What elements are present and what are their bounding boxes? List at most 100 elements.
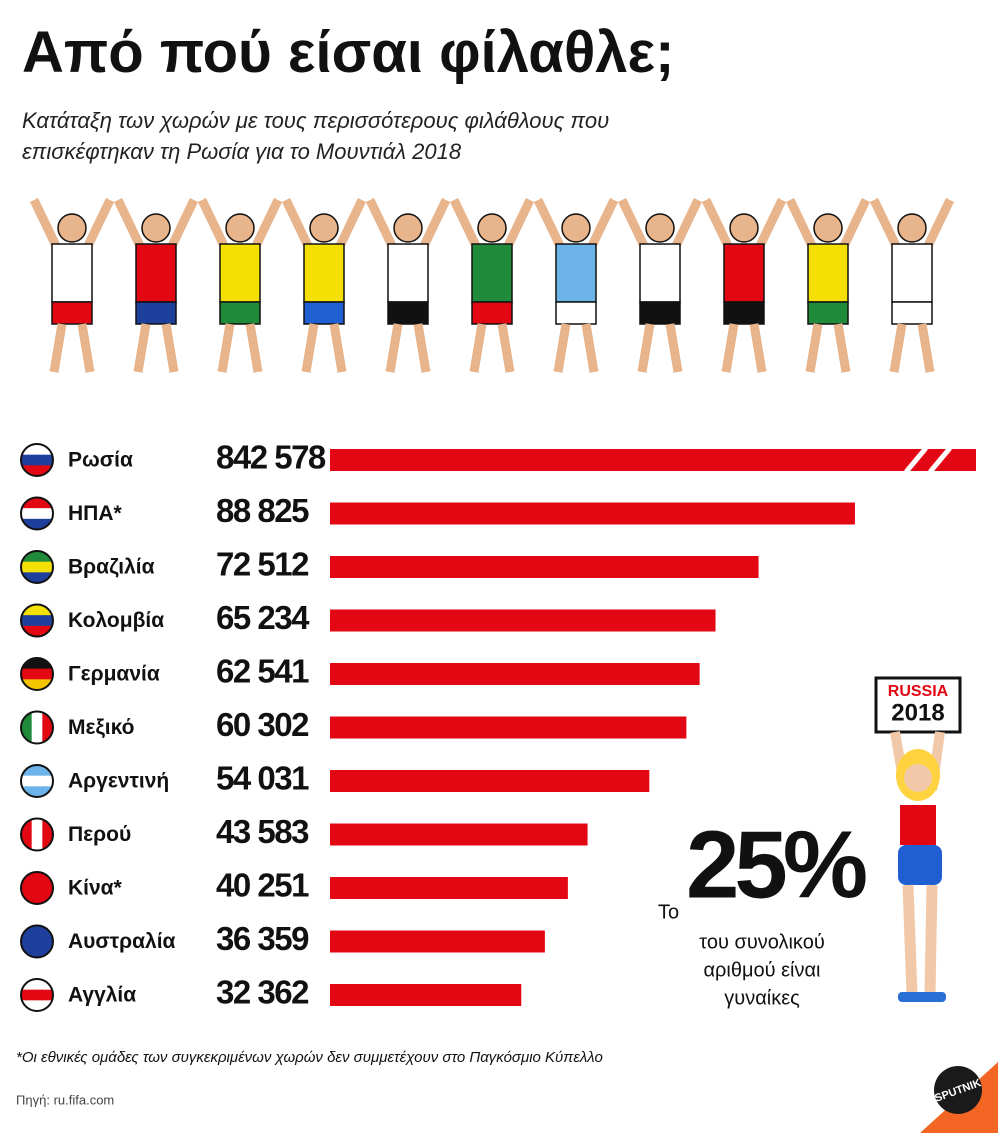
flag-border — [20, 978, 54, 1012]
bars: Ρωσία 842 578 ΗΠΑ* 88 825 Βραζιλία 72 512 Κολο… — [20, 439, 976, 1012]
head — [477, 213, 507, 243]
sign-text: RUSSIA — [888, 683, 949, 700]
flag-stripe — [21, 668, 53, 680]
arm — [249, 198, 283, 252]
bar — [330, 663, 700, 685]
leg — [161, 323, 179, 373]
leg — [665, 323, 683, 373]
shirt — [219, 243, 261, 303]
flag-stripe — [21, 625, 53, 637]
arm — [585, 198, 619, 252]
shirt — [891, 243, 933, 303]
arm — [165, 198, 199, 252]
arm — [501, 198, 535, 252]
flag-stripe — [21, 497, 53, 509]
leg — [385, 323, 403, 373]
arm — [753, 198, 787, 252]
leg — [917, 323, 935, 373]
flag-stripe — [42, 818, 53, 851]
flag-stripe — [31, 711, 43, 744]
value-label: 54 031 — [216, 760, 309, 797]
bar — [330, 449, 976, 471]
head — [561, 213, 591, 243]
arm — [617, 198, 651, 252]
flag-stripe — [21, 893, 53, 904]
flag-stripe — [21, 658, 53, 670]
flag-stripe — [42, 711, 53, 744]
shirt — [723, 243, 765, 303]
value-label: 88 825 — [216, 492, 309, 529]
flag-stripe — [21, 444, 53, 456]
value-label: 36 359 — [216, 920, 309, 957]
bar — [330, 823, 588, 846]
chart-title: Από πού είσαι φίλαθλε; — [22, 20, 674, 85]
shirt — [51, 243, 93, 303]
flag — [20, 764, 54, 798]
head — [813, 213, 843, 243]
category-label: Γερμανία — [68, 663, 160, 686]
category-label: Κίνα* — [68, 877, 123, 900]
bar — [330, 502, 855, 525]
flag-border — [20, 924, 54, 959]
leg — [889, 323, 907, 373]
value-label: 60 302 — [216, 706, 309, 743]
category-label: Αγγλία — [68, 984, 136, 1007]
flag-border — [20, 710, 54, 745]
arm — [81, 198, 115, 252]
source: Πηγή: ru.fifa.com — [16, 1092, 114, 1107]
flag-stripe — [21, 711, 33, 744]
flag-stripe — [21, 518, 53, 530]
flag — [20, 978, 54, 1012]
axis-break — [904, 446, 928, 474]
value-label: 62 541 — [216, 653, 309, 690]
flag-stripe — [21, 572, 53, 583]
arm — [449, 198, 483, 252]
arm — [785, 198, 819, 252]
arm — [113, 198, 147, 252]
flag-stripe — [21, 979, 53, 991]
leg — [833, 323, 851, 373]
bar — [330, 770, 650, 792]
head — [729, 213, 759, 243]
flag-border — [20, 496, 54, 531]
head — [393, 213, 423, 243]
leg — [581, 323, 599, 373]
leg — [637, 323, 655, 373]
flag-stripe — [21, 765, 53, 777]
arm — [837, 198, 871, 252]
shorts — [471, 301, 513, 325]
shirt — [135, 243, 177, 303]
value-label: 32 362 — [216, 974, 309, 1011]
leg — [469, 323, 487, 373]
arm — [417, 198, 451, 252]
bar — [330, 877, 568, 899]
flag — [20, 550, 54, 584]
arm — [281, 198, 315, 252]
subtitle: επισκέφτηκαν τη Ρωσία για το Μουντιάλ 20… — [22, 139, 462, 164]
shirt — [555, 243, 597, 303]
value-label: 43 583 — [216, 813, 309, 850]
subtitle: Κατάταξη των χωρών με τους περισσότερους… — [22, 108, 609, 133]
axis-break — [928, 446, 952, 474]
value-label: 842 578 — [216, 439, 326, 476]
callout-text: γυναίκες — [724, 987, 800, 1009]
head — [897, 213, 927, 243]
category-label: Περού — [68, 823, 131, 846]
category-label: Μεξικό — [68, 716, 135, 739]
leg — [497, 323, 515, 373]
leg — [805, 323, 823, 373]
arm — [197, 198, 231, 252]
arm — [533, 198, 567, 252]
flag-stripe — [21, 818, 33, 851]
shorts — [807, 301, 849, 325]
flag-stripe — [21, 551, 53, 563]
shorts — [723, 301, 765, 325]
category-label: Αυστραλία — [68, 930, 176, 953]
flag-stripe — [21, 775, 53, 787]
shorts — [51, 301, 93, 325]
shorts — [639, 301, 681, 325]
callout-text: αριθμού είναι — [703, 959, 820, 981]
flag-border — [20, 817, 54, 852]
arm — [921, 198, 955, 252]
flag-border — [20, 871, 54, 905]
